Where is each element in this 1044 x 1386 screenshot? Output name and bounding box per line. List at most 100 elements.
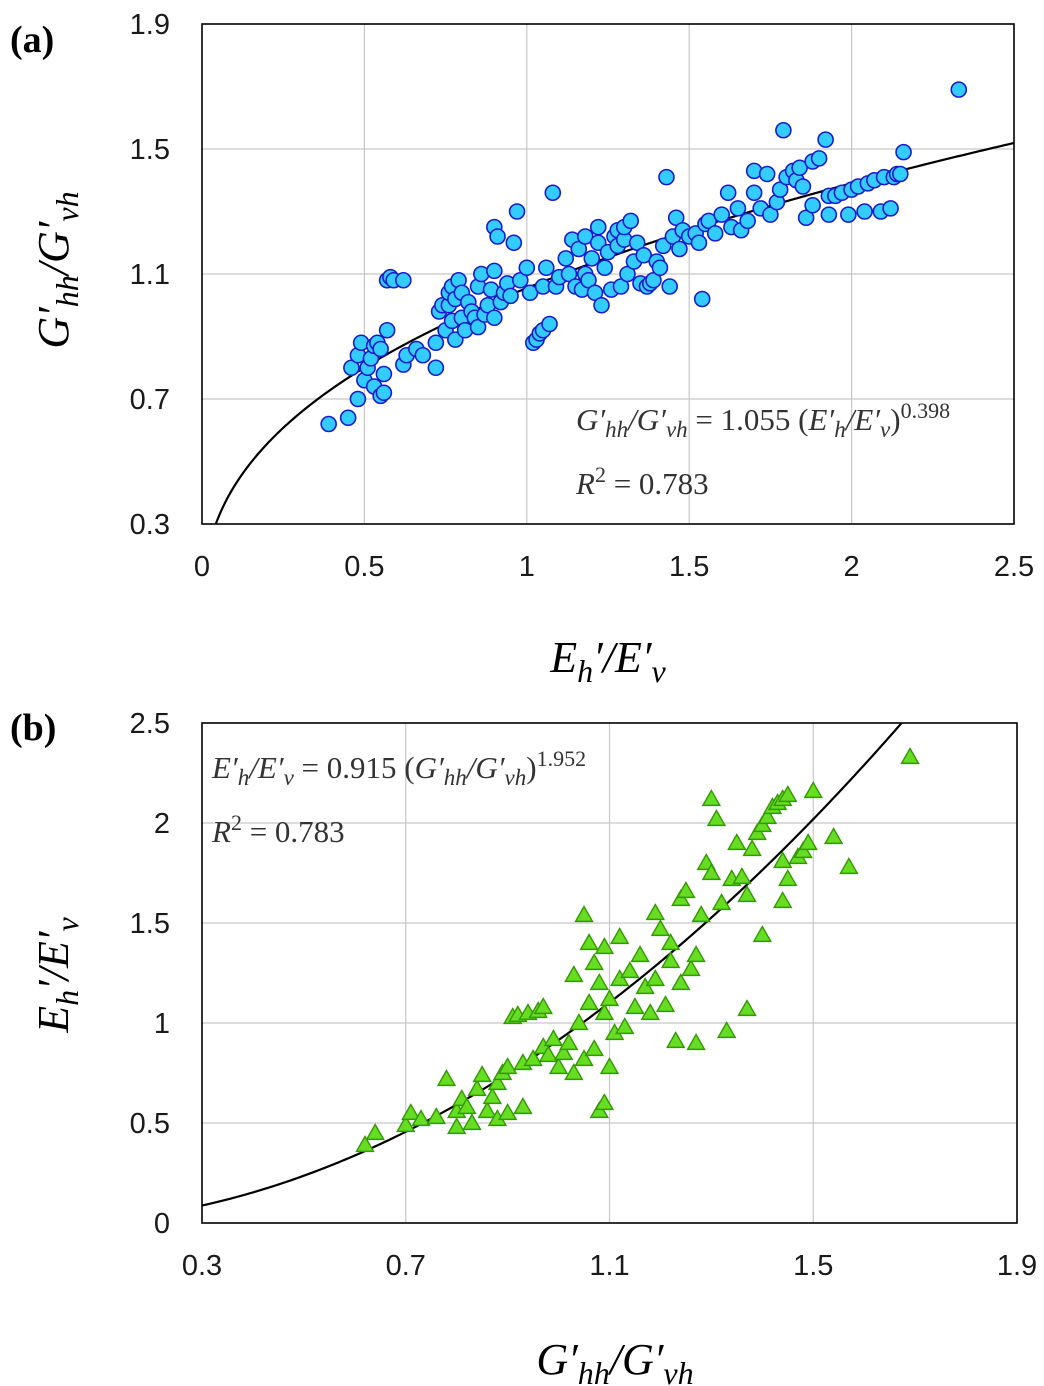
data-point-circle (320, 415, 337, 433)
data-point-circle (505, 234, 523, 252)
data-point-triangle (620, 961, 640, 979)
panel-b-x-tick-label: 1.1 (589, 1250, 629, 1282)
data-point-circle (521, 284, 539, 302)
panel-a: 0 0.5 1 1.5 2 2.50.30.71.11.51.9 (a) Eh′/E′v … (10, 9, 1034, 689)
data-point-circle (589, 218, 607, 236)
panel-b-equation: E′h/E′v = 0.915 (G′hh/G′vh)1.952 (211, 746, 586, 790)
data-point-triangle (579, 993, 599, 1011)
data-point-triangle (727, 833, 747, 851)
data-point-circle (537, 259, 555, 277)
panel-a-x-tick-label: 1 (519, 551, 535, 583)
data-point-triangle (574, 1049, 594, 1067)
data-point-circle (557, 250, 575, 267)
data-point-triangle (671, 973, 691, 991)
data-point-circle (486, 262, 503, 280)
panel-b-ticks: 0.3 0.7 1.1 1.5 1.9 0 0.5 1 1.5 2 2.5 (130, 708, 1037, 1282)
data-point-circle (378, 321, 396, 339)
data-point-triangle (396, 1115, 416, 1133)
data-point-circle (489, 228, 506, 245)
data-point-triangle (584, 953, 604, 971)
panel-b-label: (b) (10, 707, 56, 749)
data-point-circle (622, 212, 640, 230)
data-point-triangle (737, 885, 757, 903)
data-point-circle (856, 203, 873, 220)
data-point-triangle (676, 881, 696, 899)
data-point-triangle (543, 1029, 564, 1047)
data-point-triangle (594, 1003, 615, 1021)
data-point-circle (375, 384, 393, 402)
data-point-circle (804, 196, 821, 214)
data-point-triangle (778, 869, 798, 887)
data-point-triangle (686, 1033, 706, 1051)
data-point-triangle (686, 945, 706, 963)
data-point-triangle (666, 1031, 686, 1049)
data-point-circle (414, 346, 432, 364)
data-point-triangle (798, 833, 818, 851)
data-point-triangle (630, 945, 650, 963)
data-point-circle (729, 200, 747, 217)
data-point-circle (950, 81, 968, 98)
data-point-circle (739, 212, 756, 230)
panel-b-y-tick-label: 1.5 (130, 908, 170, 940)
data-point-triangle (411, 1109, 431, 1127)
panel-a-y-tick-label: 0.3 (130, 509, 170, 541)
data-point-triangle (589, 973, 610, 991)
data-point-triangle (772, 891, 793, 909)
data-point-circle (583, 250, 601, 267)
data-point-circle (502, 287, 519, 305)
data-point-circle (349, 390, 367, 408)
panel-a-y-tick-label: 1.1 (130, 259, 170, 291)
data-point-triangle (732, 867, 752, 885)
data-point-triangle (462, 1113, 482, 1131)
data-point-triangle (584, 1039, 604, 1057)
panel-b-x-tick-label: 1.5 (793, 1250, 833, 1282)
data-point-triangle (523, 1049, 543, 1067)
data-point-circle (661, 278, 679, 295)
data-point-triangle (497, 1057, 518, 1075)
panel-a-points (320, 81, 968, 433)
data-point-circle (817, 131, 834, 148)
data-point-circle (671, 240, 688, 258)
data-point-triangle (742, 839, 762, 857)
data-point-triangle (513, 1097, 533, 1115)
data-point-circle (840, 206, 857, 223)
panel-a-x-tick-label: 2.5 (994, 551, 1034, 583)
data-point-triangle (487, 1073, 508, 1091)
data-point-triangle (467, 1079, 487, 1097)
data-point-triangle (803, 781, 823, 799)
data-point-triangle (716, 1021, 737, 1039)
data-point-triangle (706, 809, 727, 827)
data-point-triangle (533, 997, 553, 1015)
panel-a-x-tick-label: 2 (844, 551, 860, 583)
data-point-triangle (701, 789, 722, 807)
data-point-triangle (355, 1135, 375, 1153)
data-point-triangle (660, 933, 681, 951)
data-point-triangle (594, 937, 615, 955)
data-point-triangle (645, 969, 666, 987)
panel-b: 0.3 0.7 1.1 1.5 1.9 0 0.5 1 1.5 2 2.5 (b) G′hh/G′v… (10, 707, 1037, 1386)
data-point-triangle (482, 1087, 503, 1105)
data-point-triangle (772, 851, 793, 869)
data-point-circle (635, 246, 653, 264)
panel-b-points (355, 747, 920, 1153)
data-point-triangle (599, 989, 620, 1007)
panel-a-equation: G′hh/G′vh = 1.055 (E′h/E′v)0.398 (576, 398, 950, 442)
panel-a-y-tick-label: 1.5 (130, 134, 170, 166)
data-point-circle (882, 200, 899, 217)
data-point-circle (690, 234, 708, 252)
data-point-circle (544, 184, 562, 202)
panel-b-x-tick-label: 1.9 (997, 1250, 1037, 1282)
data-point-circle (895, 143, 912, 161)
panel-b-y-tick-label: 0 (154, 1208, 170, 1240)
panel-a-x-tick-label: 0 (194, 551, 210, 583)
data-point-triangle (497, 1103, 518, 1121)
data-point-circle (651, 259, 669, 277)
data-point-triangle (645, 903, 666, 921)
data-point-triangle (365, 1123, 385, 1141)
data-point-circle (541, 315, 558, 333)
data-point-triangle (615, 1017, 635, 1035)
data-point-triangle (538, 1045, 559, 1063)
data-point-triangle (711, 893, 732, 911)
panel-a-y-tick-label: 1.9 (130, 9, 170, 41)
